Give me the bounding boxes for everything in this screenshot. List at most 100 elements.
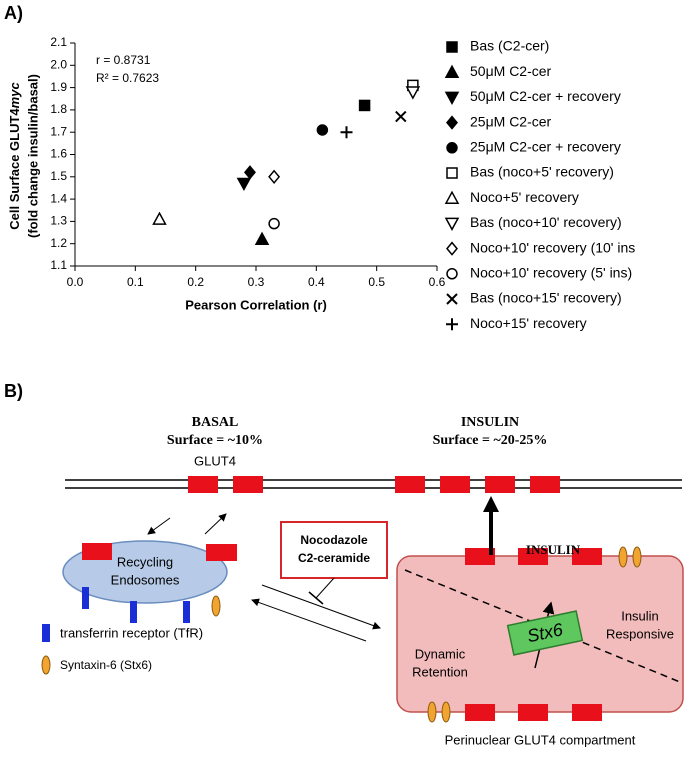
- arrow: [251, 598, 367, 642]
- diagram: BASAL Surface = ~10% GLUT4 INSULIN Surfa…: [41, 415, 684, 747]
- point: [243, 165, 256, 180]
- legend-label: Bas (noco+10' recovery): [470, 214, 622, 230]
- x-tick-label: 0.3: [248, 275, 265, 289]
- legend-marker: [444, 64, 460, 78]
- inhibition-bar: [308, 591, 324, 605]
- glut4: [465, 548, 495, 565]
- y-axis-label: Cell Surface GLUT4myc: [7, 82, 22, 230]
- stx6: [632, 546, 642, 568]
- stx6: [618, 546, 628, 568]
- stx6: [427, 701, 437, 723]
- stx6: [211, 595, 221, 617]
- point: [268, 217, 280, 230]
- legend-label: Noco+10' recovery (5' ins): [470, 265, 632, 281]
- annotation: R² = 0.7623: [96, 71, 159, 85]
- x-tick-label: 0.2: [187, 275, 204, 289]
- x-tick-label: 0.4: [308, 275, 325, 289]
- arrow: [147, 517, 171, 535]
- glut4: [188, 476, 218, 493]
- y-tick-label: 1.2: [50, 236, 67, 250]
- legend-label: Syntaxin-6 (Stx6): [60, 658, 152, 672]
- y-axis-label-part: myc: [7, 82, 22, 109]
- legend-label: Noco+15' recovery: [470, 315, 587, 331]
- legend-marker: [446, 142, 458, 154]
- y-tick-label: 1.3: [50, 214, 67, 228]
- annotation: r = 0.8731: [96, 53, 151, 67]
- legend-label: 25μM C2-cer: [470, 113, 552, 129]
- label: GLUT4: [194, 453, 236, 468]
- glut4: [530, 476, 560, 493]
- glut4-group: [188, 476, 560, 493]
- glut4: [572, 704, 602, 721]
- legend-marker: [446, 41, 458, 53]
- tfr: [82, 587, 89, 609]
- tfr: [183, 601, 190, 623]
- legend-stx6: [41, 655, 51, 675]
- y-tick-label: 1.8: [50, 102, 67, 116]
- label: Surface = ~10%: [167, 433, 263, 448]
- arrow: [261, 584, 381, 630]
- legend-label: Bas (noco+5' recovery): [470, 164, 614, 180]
- point: [254, 231, 270, 245]
- inhibition-line: [315, 577, 335, 599]
- stx6-box: [506, 610, 584, 656]
- label: C2-ceramide: [298, 551, 370, 565]
- y-tick-label: 2.0: [50, 57, 67, 71]
- x-tick-label: 0.0: [67, 275, 84, 289]
- y-tick-label: 2.1: [50, 35, 67, 49]
- tfr: [130, 601, 137, 623]
- glut4: [206, 544, 237, 561]
- y-tick-label: 1.9: [50, 80, 67, 94]
- legend-label: transferrin receptor (TfR): [60, 625, 203, 640]
- point: [340, 126, 353, 139]
- label: BASAL: [192, 415, 239, 430]
- glut4: [82, 543, 112, 560]
- x-tick-label: 0.6: [429, 275, 446, 289]
- scatter-chart: Cell Surface GLUT4myc (fold change insul…: [7, 35, 635, 331]
- y-tick-label: 1.6: [50, 147, 67, 161]
- panel-label: A): [4, 3, 23, 23]
- point: [236, 177, 252, 192]
- label: INSULIN: [461, 415, 519, 430]
- glut4: [518, 548, 548, 565]
- glut4: [518, 704, 548, 721]
- legend-label: 50μM C2-cer + recovery: [470, 88, 621, 104]
- label: Perinuclear GLUT4 compartment: [445, 732, 636, 747]
- inhibitor-box: [280, 521, 388, 579]
- x-tick-label: 0.1: [127, 275, 144, 289]
- legend-marker: [444, 91, 460, 105]
- legend-marker: [444, 217, 460, 231]
- label: Dynamic: [415, 646, 466, 661]
- y-tick-label: 1.7: [50, 124, 67, 138]
- glut4: [233, 476, 263, 493]
- y-axis-label-part: Cell Surface GLUT4: [7, 108, 22, 230]
- legend-label: 25μM C2-cer + recovery: [470, 139, 621, 155]
- label: Responsive: [606, 626, 674, 641]
- glut4: [485, 476, 515, 493]
- legend-marker: [446, 167, 458, 179]
- point: [268, 169, 281, 184]
- glut4: [440, 476, 470, 493]
- label: Insulin: [621, 608, 659, 623]
- label: Recycling: [117, 554, 173, 569]
- legend-marker: [446, 268, 458, 280]
- point: [316, 124, 329, 136]
- y-tick-label: 1.1: [50, 258, 67, 272]
- glut4: [572, 548, 602, 565]
- legend-marker: [446, 115, 458, 130]
- point: [358, 99, 371, 112]
- glut4: [465, 704, 495, 721]
- arrow-head: [483, 496, 499, 512]
- legend-label: Noco+10' recovery (10' ins: [470, 239, 635, 255]
- point: [405, 86, 421, 100]
- legend-marker: [446, 318, 458, 331]
- label: Surface = ~20-25%: [433, 433, 548, 448]
- label: Endosomes: [111, 572, 180, 587]
- legend-label: 50μM C2-cer: [470, 63, 552, 79]
- legend-label: Bas (noco+15' recovery): [470, 290, 622, 306]
- legend-marker: [444, 190, 460, 204]
- stx6: [441, 701, 451, 723]
- legend-marker: [446, 293, 458, 305]
- glut4: [395, 476, 425, 493]
